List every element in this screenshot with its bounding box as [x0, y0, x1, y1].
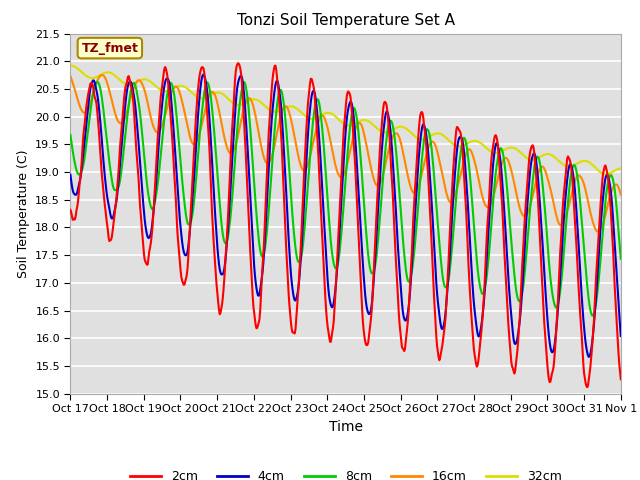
- 16cm: [413, 187, 421, 192]
- 32cm: [602, 171, 609, 177]
- 8cm: [133, 90, 141, 96]
- 2cm: [67, 207, 74, 213]
- 32cm: [67, 63, 75, 69]
- Title: Tonzi Soil Temperature Set A: Tonzi Soil Temperature Set A: [237, 13, 454, 28]
- 32cm: [77, 69, 85, 74]
- Legend: 2cm, 4cm, 8cm, 16cm, 32cm: 2cm, 4cm, 8cm, 16cm, 32cm: [125, 465, 566, 480]
- 4cm: [219, 271, 227, 277]
- 4cm: [189, 191, 196, 196]
- 16cm: [617, 192, 625, 197]
- Line: 16cm: 16cm: [70, 75, 621, 231]
- 16cm: [594, 228, 602, 234]
- X-axis label: Time: Time: [328, 420, 363, 433]
- 2cm: [583, 384, 591, 390]
- 4cm: [133, 121, 141, 127]
- 32cm: [429, 132, 437, 137]
- 4cm: [77, 176, 84, 181]
- 32cm: [67, 63, 74, 69]
- 8cm: [189, 208, 196, 214]
- 32cm: [219, 91, 227, 97]
- 4cm: [585, 354, 593, 360]
- 2cm: [429, 277, 437, 283]
- 2cm: [133, 156, 141, 161]
- 2cm: [189, 171, 196, 177]
- 16cm: [429, 139, 437, 145]
- Text: TZ_fmet: TZ_fmet: [81, 42, 138, 55]
- 16cm: [219, 127, 227, 132]
- 4cm: [413, 179, 421, 184]
- 32cm: [413, 135, 421, 141]
- 2cm: [413, 151, 421, 157]
- 2cm: [617, 376, 625, 382]
- 16cm: [190, 142, 198, 147]
- 32cm: [134, 79, 141, 84]
- 32cm: [190, 91, 198, 97]
- 16cm: [98, 72, 106, 78]
- 16cm: [67, 73, 74, 79]
- 8cm: [67, 132, 74, 138]
- 16cm: [134, 78, 141, 84]
- 4cm: [200, 72, 207, 77]
- 8cm: [589, 313, 596, 319]
- 32cm: [617, 166, 625, 171]
- 4cm: [617, 333, 625, 339]
- 4cm: [67, 172, 74, 178]
- 8cm: [218, 225, 226, 231]
- 16cm: [77, 105, 84, 110]
- 2cm: [77, 175, 84, 180]
- 2cm: [218, 302, 226, 308]
- 8cm: [241, 79, 248, 85]
- 8cm: [413, 216, 421, 221]
- 2cm: [234, 60, 242, 66]
- Y-axis label: Soil Temperature (C): Soil Temperature (C): [17, 149, 29, 278]
- Line: 8cm: 8cm: [70, 82, 621, 316]
- Line: 32cm: 32cm: [70, 66, 621, 174]
- 4cm: [429, 227, 437, 232]
- Line: 2cm: 2cm: [70, 63, 621, 387]
- 8cm: [77, 171, 84, 177]
- Line: 4cm: 4cm: [70, 74, 621, 357]
- 8cm: [429, 163, 437, 169]
- 8cm: [617, 256, 625, 262]
